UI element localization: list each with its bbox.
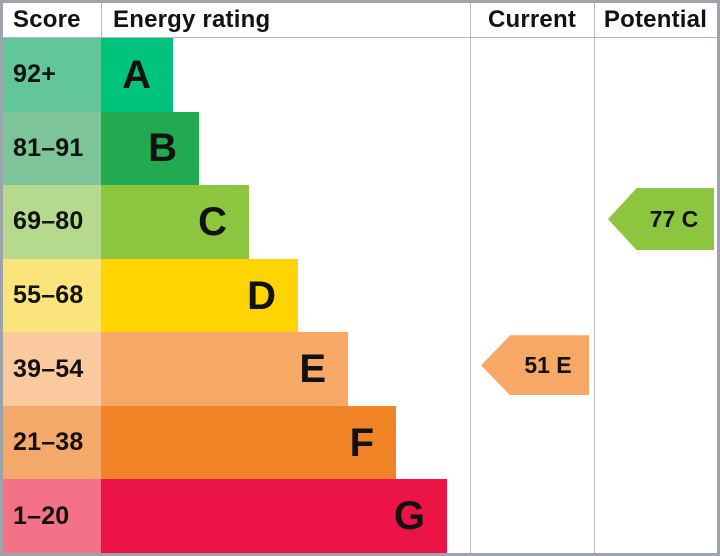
header-divider bbox=[3, 37, 717, 38]
band-letter-a: A bbox=[122, 52, 151, 97]
current-column-header: Current bbox=[487, 6, 577, 33]
score-range-cell-f: 21–38 bbox=[3, 405, 101, 480]
band-letter-f: F bbox=[349, 420, 374, 465]
band-row-a: 92+ A bbox=[3, 38, 717, 112]
score-range-label-a: 92+ bbox=[13, 60, 57, 89]
score-range-cell-a: 92+ bbox=[3, 38, 101, 112]
potential-column-divider bbox=[594, 3, 595, 553]
score-range-label-g: 1–20 bbox=[13, 501, 70, 530]
score-range-cell-c: 69–80 bbox=[3, 185, 101, 259]
band-row-c: 69–80 C bbox=[3, 185, 717, 259]
score-range-label-c: 69–80 bbox=[13, 207, 84, 236]
energy-rating-column-header: Energy rating bbox=[113, 6, 271, 33]
rating-bands: 92+ A 81–91 B 69–80 C 55–68 bbox=[3, 38, 717, 553]
score-range-label-f: 21–38 bbox=[13, 428, 84, 457]
band-bar-g: G bbox=[101, 479, 447, 553]
band-bar-a: A bbox=[101, 38, 173, 112]
score-range-label-b: 81–91 bbox=[13, 133, 84, 162]
band-letter-b: B bbox=[148, 126, 177, 171]
header-row: Score Energy rating Current Potential bbox=[3, 3, 717, 37]
score-column-header: Score bbox=[13, 6, 81, 33]
score-range-cell-e: 39–54 bbox=[3, 332, 101, 406]
band-letter-c: C bbox=[198, 199, 227, 244]
band-bar-f: F bbox=[101, 405, 396, 480]
band-bar-c: C bbox=[101, 185, 249, 259]
score-range-cell-g: 1–20 bbox=[3, 479, 101, 553]
potential-rating-label: 77 C bbox=[649, 205, 699, 232]
band-row-e: 39–54 E bbox=[3, 332, 717, 406]
score-range-label-e: 39–54 bbox=[13, 354, 84, 383]
band-bar-b: B bbox=[101, 111, 199, 186]
band-letter-e: E bbox=[299, 347, 326, 392]
score-range-label-d: 55–68 bbox=[13, 281, 84, 310]
band-row-d: 55–68 D bbox=[3, 258, 717, 333]
band-row-g: 1–20 G bbox=[3, 479, 717, 553]
score-range-cell-d: 55–68 bbox=[3, 258, 101, 333]
current-rating-label: 51 E bbox=[524, 351, 572, 378]
band-letter-d: D bbox=[247, 273, 276, 318]
band-bar-d: D bbox=[101, 258, 298, 333]
band-bar-e: E bbox=[101, 332, 348, 406]
band-row-b: 81–91 B bbox=[3, 111, 717, 186]
current-column-divider bbox=[470, 3, 471, 553]
band-row-f: 21–38 F bbox=[3, 405, 717, 480]
band-letter-g: G bbox=[393, 494, 425, 539]
potential-rating-arrow: 77 C bbox=[608, 188, 714, 251]
score-range-cell-b: 81–91 bbox=[3, 111, 101, 186]
potential-column-header: Potential bbox=[603, 6, 708, 33]
